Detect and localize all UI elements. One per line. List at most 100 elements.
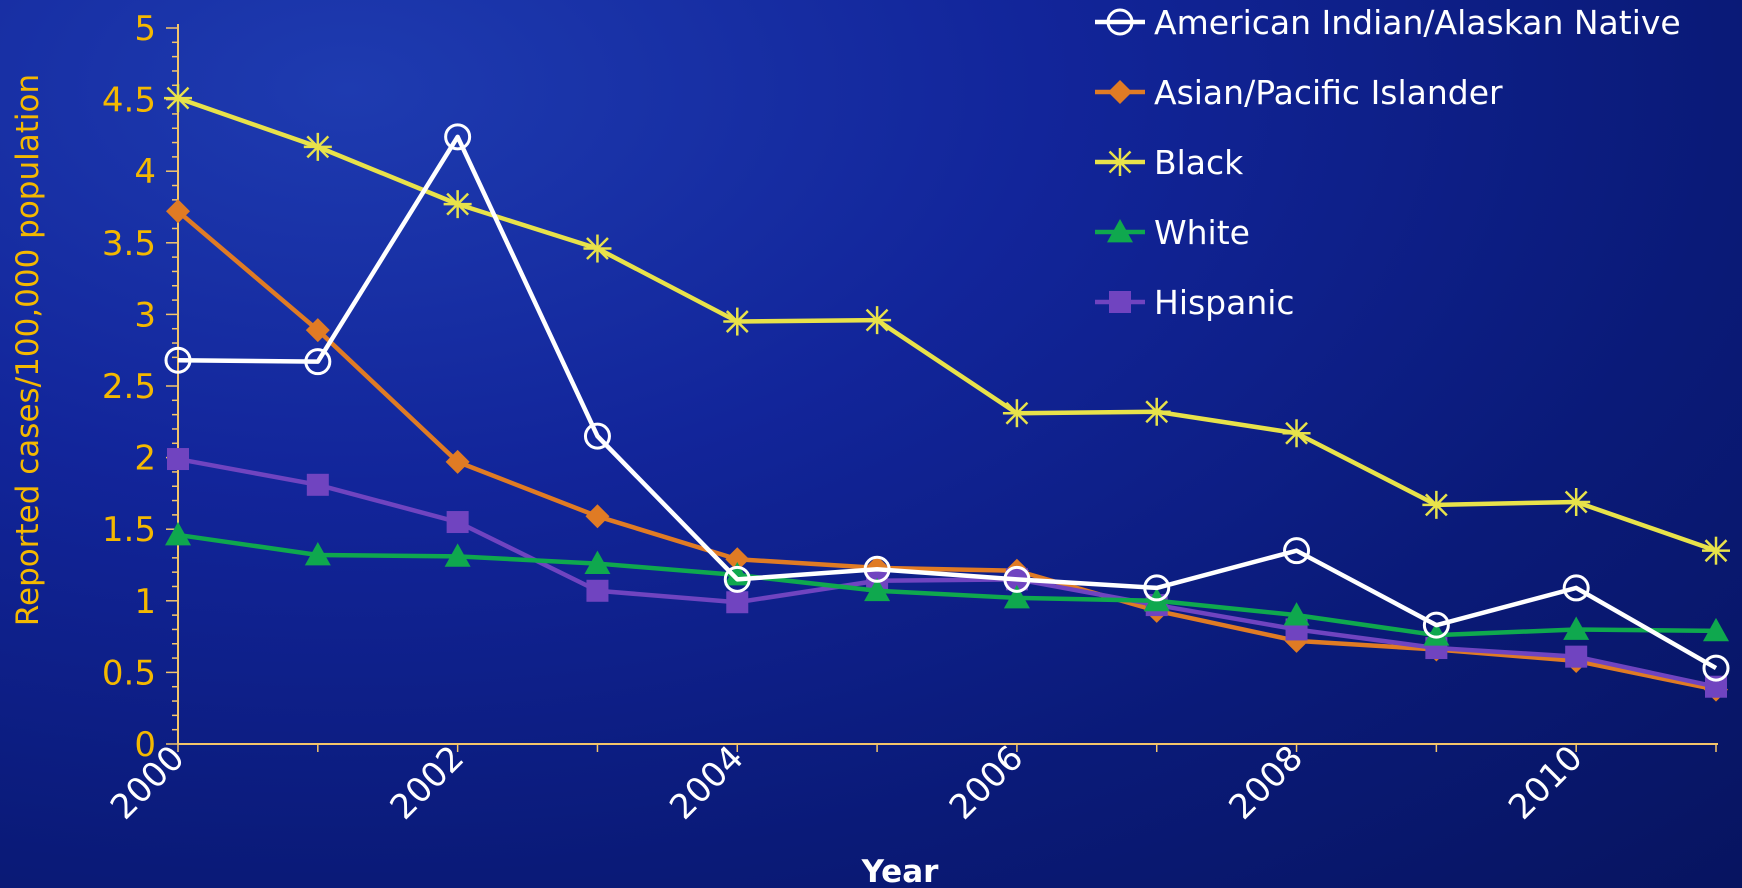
legend: American Indian/Alaskan Native Asian/Paci…: [1095, 3, 1681, 322]
x-tick-label: 2002: [383, 738, 472, 827]
asterisk-stroke: [166, 86, 190, 110]
data-point: [443, 190, 472, 219]
data-point: [723, 307, 752, 336]
asterisk-stroke: [1424, 493, 1448, 517]
series-hispanic: [167, 448, 1727, 698]
series-line: [177, 134, 1718, 671]
data-point: [1283, 537, 1311, 565]
y-tick-label: 2: [134, 439, 156, 479]
y-tick-label: 1: [134, 582, 156, 622]
data-point: [165, 521, 191, 546]
data-point: [446, 511, 469, 534]
x-tick-label: 2006: [942, 738, 1031, 827]
data-point: [166, 199, 190, 224]
data-point: [1003, 584, 1030, 609]
data-point: [1282, 419, 1311, 448]
y-tick-label: 2.5: [102, 367, 156, 407]
data-point: [1565, 645, 1588, 668]
data-point: [1003, 565, 1031, 593]
data-point: [1109, 291, 1131, 313]
data-point: [444, 123, 472, 151]
data-point: [1002, 399, 1031, 428]
series-layer: [164, 84, 1730, 702]
y-tick-label: 5: [134, 9, 156, 49]
data-point: [1108, 80, 1132, 104]
data-point: [1107, 219, 1133, 243]
data-point: [1702, 536, 1730, 565]
y-tick-label: 3: [134, 295, 156, 335]
asterisk-stroke: [446, 192, 470, 216]
data-point: [306, 473, 329, 496]
y-tick-label: 3.5: [102, 224, 156, 264]
asterisk-stroke: [1108, 150, 1132, 174]
data-point: [1422, 611, 1450, 639]
series-line: [177, 456, 1717, 689]
data-point: [164, 346, 192, 374]
data-point: [444, 543, 471, 567]
asterisk-stroke: [1564, 490, 1588, 514]
x-tick-label: 2004: [662, 738, 751, 827]
data-point: [1423, 622, 1450, 646]
data-point: [167, 448, 189, 471]
data-point: [864, 577, 891, 602]
data-point: [1562, 487, 1591, 516]
data-point: [1143, 574, 1171, 602]
data-point: [726, 591, 749, 614]
data-point: [304, 541, 331, 566]
data-point: [1562, 574, 1590, 602]
legend-label: Black: [1154, 143, 1244, 182]
legend-label: Asian/Pacific Islander: [1154, 73, 1503, 112]
asterisk-stroke: [586, 237, 609, 260]
x-tick-label: 2010: [1501, 738, 1590, 827]
legend-label: White: [1154, 213, 1250, 252]
data-point: [584, 550, 611, 574]
data-point: [1703, 617, 1729, 642]
y-tick-label: 1.5: [102, 510, 156, 550]
data-point: [1705, 675, 1727, 698]
asterisk-stroke: [1145, 400, 1169, 424]
data-point: [1106, 148, 1134, 176]
data-point: [863, 555, 891, 583]
data-point: [1702, 654, 1730, 682]
data-point: [1283, 602, 1310, 626]
asterisk-stroke: [725, 310, 749, 333]
asterisk-stroke: [1704, 539, 1728, 563]
data-point: [723, 565, 751, 593]
legend-label: Hispanic: [1154, 283, 1295, 322]
y-tick-label: 4: [134, 152, 156, 192]
data-point: [1106, 8, 1134, 36]
data-point: [1563, 616, 1590, 640]
data-point: [583, 422, 611, 450]
y-axis-label: Reported cases/100,000 population: [10, 74, 46, 626]
asterisk-stroke: [865, 308, 889, 332]
y-tick-label: 0.5: [102, 653, 156, 693]
series-american-indian-alaskan-native: [164, 123, 1730, 682]
legend-item: Black: [1095, 143, 1244, 182]
legend-item: Asian/Pacific Islander: [1095, 73, 1503, 112]
data-point: [725, 547, 750, 572]
data-point: [1142, 397, 1171, 426]
x-tick-label: 2008: [1221, 738, 1310, 827]
series-asian-pacific-islander: [166, 199, 1728, 702]
series-black: [164, 84, 1730, 565]
series-white: [165, 521, 1729, 646]
data-point: [583, 234, 612, 263]
data-point: [305, 318, 330, 343]
data-point: [164, 84, 192, 113]
data-point: [863, 306, 892, 335]
x-axis-label: Year: [861, 854, 940, 888]
legend-item: White: [1095, 213, 1250, 252]
asterisk-stroke: [1285, 421, 1308, 445]
legend-item: American Indian/Alaskan Native: [1095, 3, 1681, 42]
data-point: [1422, 490, 1451, 519]
series-line: [177, 96, 1717, 553]
series-line: [176, 209, 1717, 692]
y-tick-label: 4.5: [102, 81, 156, 121]
data-point: [586, 579, 609, 602]
asterisk-stroke: [1005, 401, 1029, 425]
y-tick-label: 0: [134, 725, 156, 765]
legend-label: American Indian/Alaskan Native: [1154, 3, 1681, 42]
data-point: [304, 348, 332, 376]
